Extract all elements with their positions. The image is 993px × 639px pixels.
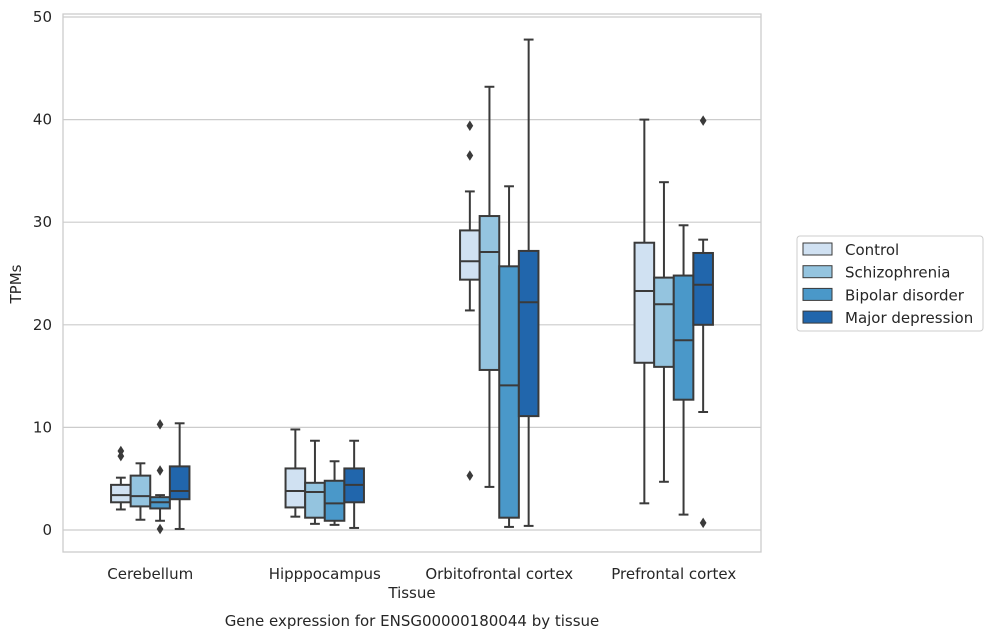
box-1-1: [110, 445, 132, 511]
box-4-1-body: [633, 241, 656, 364]
legend-label-2: Schizophrenia: [845, 264, 950, 282]
box-3-3: [498, 185, 520, 528]
y-axis-label: TPMs: [7, 264, 25, 304]
box-3-2-body: [478, 215, 501, 371]
box-3-4-body: [517, 249, 540, 418]
box-2-4: [343, 439, 365, 529]
box-4-2: [653, 181, 675, 483]
box-1-3-outlier-3: [156, 523, 164, 535]
box-3-2: [478, 85, 501, 488]
y-tick-label-40: 40: [33, 111, 52, 129]
x-tick-label-2: Hipppocampus: [269, 565, 381, 583]
legend: Control Schizophrenia Bipolar disorder Majo…: [796, 235, 984, 332]
legend-swatch-3: [802, 287, 833, 301]
box-1-3-outlier-2: [156, 465, 164, 476]
box-2-1: [284, 428, 307, 518]
legend-label-3: Bipolar disorder: [845, 286, 965, 304]
x-axis-ticks: Cerebellum Hipppocampus Orbitofrontal cort…: [107, 565, 736, 583]
box-3-1-body: [459, 229, 481, 281]
box-1-1-outlier-2: [117, 445, 125, 457]
box-4-4: [692, 115, 714, 529]
box-3-1-outlier-2: [466, 150, 474, 161]
box-1-2-body: [129, 474, 152, 508]
x-axis-label: Tissue: [387, 584, 435, 602]
x-tick-label-1: Cerebellum: [107, 565, 193, 583]
legend-label-1: Control: [845, 241, 899, 259]
legend-swatch-1: [802, 242, 833, 256]
box-1-3: [149, 419, 171, 535]
box-4-1: [633, 118, 656, 505]
box-3-3-body: [498, 265, 520, 519]
gridlines: [63, 16, 761, 531]
boxes-group: [110, 38, 714, 535]
x-tick-label-3: Orbitofrontal cortex: [425, 565, 573, 583]
box-1-3-outlier-1: [156, 419, 164, 430]
box-1-4: [168, 422, 191, 530]
legend-frame: [796, 235, 984, 332]
box-4-3: [672, 224, 695, 516]
box-3-1-outlier-3: [466, 470, 474, 481]
box-2-3: [323, 460, 346, 526]
box-3-1-outlier-1: [466, 120, 474, 132]
chart-caption: Gene expression for ENSG00000180044 by t…: [225, 612, 600, 630]
y-tick-label-20: 20: [33, 316, 52, 334]
box-2-2: [304, 439, 326, 525]
box-4-4-body: [692, 251, 714, 326]
box-4-4-outlier-1: [699, 115, 707, 126]
y-tick-label-30: 30: [33, 213, 52, 231]
y-tick-label-50: 50: [33, 8, 52, 26]
legend-swatch-2: [802, 265, 833, 279]
legend-label-4: Major depression: [845, 309, 973, 327]
box-1-2: [129, 462, 152, 521]
y-axis-ticks: 0 10 20 30 40 50: [33, 8, 52, 539]
box-4-4-outlier-2: [699, 517, 707, 529]
plot-area: [62, 13, 762, 553]
legend-swatch-4: [802, 310, 833, 324]
box-3-4: [517, 38, 540, 527]
box-4-3-body: [672, 274, 695, 401]
box-4-2-body: [653, 276, 675, 368]
box-1-4-body: [168, 465, 191, 501]
y-tick-label-10: 10: [33, 418, 52, 436]
box-2-3-body: [323, 479, 346, 522]
y-tick-label-0: 0: [42, 521, 52, 539]
box-2-2-body: [304, 481, 326, 519]
box-2-1-body: [284, 467, 307, 509]
x-tick-label-4: Prefrontal cortex: [611, 565, 736, 583]
box-1-1-body: [110, 483, 132, 504]
